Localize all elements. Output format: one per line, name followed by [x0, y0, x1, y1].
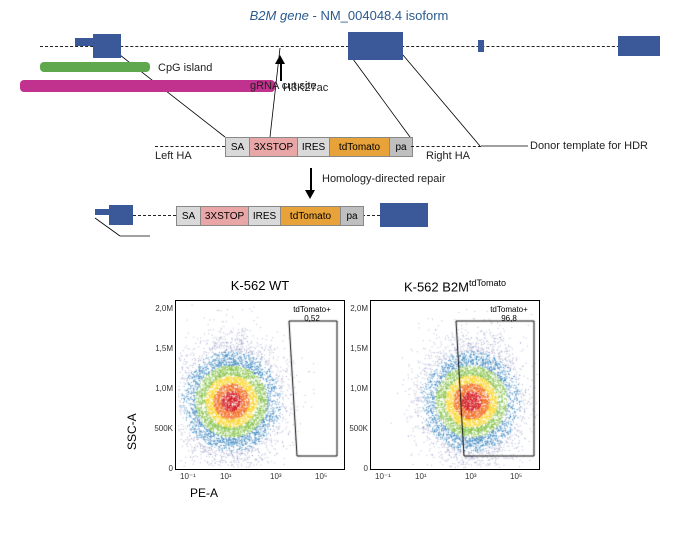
- result-cassette: SA3XSTOPIREStdTomatopa: [176, 206, 364, 226]
- cassette-ires: IRES: [298, 138, 330, 156]
- ytick: 500K: [342, 424, 368, 433]
- ytick: 500K: [147, 424, 173, 433]
- cassette-pa: pa: [390, 138, 412, 156]
- xtick: 10⁻¹: [180, 472, 196, 481]
- hdr-arrow-stem: [310, 168, 312, 190]
- right-ha-label: Right HA: [426, 150, 470, 162]
- cassette-3xstop: 3XSTOP: [201, 207, 249, 225]
- x-axis-label: PE-A: [190, 486, 218, 500]
- cassette-sa: SA: [177, 207, 201, 225]
- result-exon-left: [109, 205, 133, 225]
- figure-title: B2M gene - NM_004048.4 isoform: [0, 8, 698, 23]
- hdr-label: Homology-directed repair: [322, 173, 446, 185]
- flow-scatter: [176, 301, 344, 469]
- donor-label: Donor template for HDR: [530, 140, 648, 152]
- gene-name: B2M gene: [250, 8, 309, 23]
- exon-2: [348, 32, 403, 60]
- donor-cassette: SA3XSTOPIREStdTomatopa: [225, 137, 413, 157]
- ytick: 0: [147, 464, 173, 473]
- ytick: 2,0M: [147, 304, 173, 313]
- cassette-ires: IRES: [249, 207, 281, 225]
- xtick: 10³: [270, 472, 282, 481]
- result-dash-right: [362, 215, 380, 216]
- hdr-arrow-head: [305, 190, 315, 199]
- right-ha-dash: [411, 146, 481, 147]
- cpg-label: CpG island: [158, 62, 212, 74]
- cut-arrow-stem: [280, 63, 282, 81]
- cassette-tdtomato: tdTomato: [330, 138, 390, 156]
- result-exon-thin: [95, 209, 109, 215]
- ytick: 0: [342, 464, 368, 473]
- cassette-3xstop: 3XSTOP: [250, 138, 298, 156]
- ytick: 1,5M: [342, 344, 368, 353]
- exon-0: [75, 38, 93, 46]
- cassette-sa: SA: [226, 138, 250, 156]
- ytick: 2,0M: [342, 304, 368, 313]
- cassette-tdtomato: tdTomato: [281, 207, 341, 225]
- left-ha-label: Left HA: [155, 150, 192, 162]
- h3k27ac-bar: [20, 80, 275, 92]
- plot-title: K-562 WT: [175, 278, 345, 293]
- exon-3: [478, 40, 484, 52]
- cut-site-label: gRNA cut site: [250, 80, 317, 92]
- xtick: 10¹: [220, 472, 232, 481]
- left-ha-dash: [155, 146, 225, 147]
- ytick: 1,5M: [147, 344, 173, 353]
- gate-label: tdTomato+96,8: [485, 306, 533, 324]
- xtick: 10³: [465, 472, 477, 481]
- xtick: 10⁵: [315, 472, 327, 481]
- gate-label: tdTomato+0,52: [288, 306, 336, 324]
- result-exon-right: [380, 203, 428, 227]
- ytick: 1,0M: [147, 384, 173, 393]
- exon-4: [618, 36, 660, 56]
- plot-title: K-562 B2MtdTomato: [370, 278, 540, 294]
- isoform-id: - NM_004048.4 isoform: [309, 8, 448, 23]
- cpg-island-bar: [40, 62, 150, 72]
- xtick: 10⁵: [510, 472, 522, 481]
- xtick: 10¹: [415, 472, 427, 481]
- xtick: 10⁻¹: [375, 472, 391, 481]
- ytick: 1,0M: [342, 384, 368, 393]
- y-axis-label: SSC-A: [125, 413, 139, 450]
- flow-scatter: [371, 301, 539, 469]
- exon-1: [93, 34, 121, 58]
- cassette-pa: pa: [341, 207, 363, 225]
- result-dash-left: [133, 215, 176, 216]
